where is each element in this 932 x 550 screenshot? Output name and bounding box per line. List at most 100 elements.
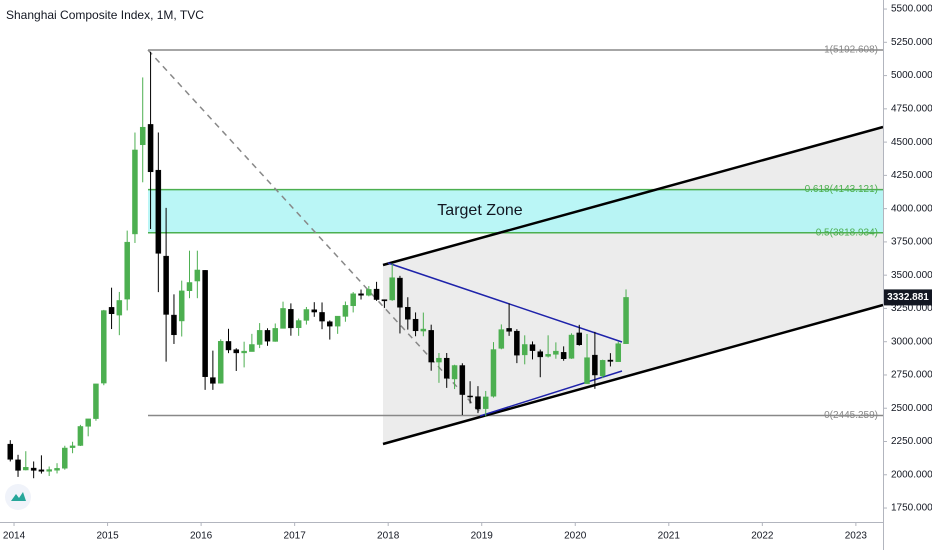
candle-body: [490, 349, 497, 397]
candle-body: [506, 328, 512, 332]
triangle-top: [387, 262, 623, 343]
candle-body: [397, 277, 403, 308]
candle-body: [514, 330, 520, 356]
y-tick-label: 5500.000: [891, 4, 932, 15]
candle-body: [85, 418, 91, 427]
x-tick-label: 2020: [564, 531, 587, 542]
candle-body: [264, 330, 271, 342]
candle-body: [147, 124, 154, 173]
candle-body: [405, 306, 411, 320]
candle-body: [139, 126, 146, 146]
candle-body: [327, 321, 333, 327]
candle-body: [521, 344, 528, 356]
candle-body: [38, 469, 45, 472]
candle-body: [607, 359, 614, 362]
y-tick-label: 2500.000: [891, 403, 932, 414]
x-tick-label: 2018: [377, 531, 400, 542]
candle-body: [280, 308, 286, 329]
candle-body: [7, 443, 14, 460]
candle-body: [194, 269, 201, 282]
candle-body: [498, 329, 505, 349]
target-zone: [148, 189, 883, 233]
zone-label: Target Zone: [437, 202, 522, 219]
y-tick-label: 3000.000: [891, 336, 932, 347]
candle-body: [475, 396, 481, 410]
y-tick-label: 4500.000: [891, 137, 932, 148]
candle-body: [69, 445, 76, 448]
y-tick-label: 3500.000: [891, 270, 932, 281]
candle-body: [210, 377, 216, 384]
logo: [5, 484, 31, 510]
candle-body: [358, 293, 364, 296]
candle-body: [389, 277, 395, 301]
channel-bottom: [382, 303, 884, 446]
candle-body: [46, 469, 52, 472]
candle-body: [584, 357, 590, 384]
candle-body: [225, 341, 232, 351]
x-tick-label: 2015: [96, 531, 119, 542]
candle-body: [241, 350, 247, 354]
candle-body: [116, 300, 123, 316]
candle-body: [560, 352, 567, 359]
candle-body: [451, 365, 458, 380]
candle-body: [342, 305, 349, 317]
trend-dashed: [147, 49, 481, 413]
candle-body: [303, 309, 310, 321]
y-tick-label: 3250.000: [891, 303, 932, 314]
candle-body: [482, 396, 489, 409]
x-tick-label: 2019: [471, 531, 494, 542]
y-tick-label: 4750.000: [891, 103, 932, 114]
candle-body: [599, 360, 606, 377]
candle-body: [443, 357, 450, 379]
candle-body: [537, 351, 544, 358]
candle-body: [288, 309, 294, 329]
x-tick-label: 2023: [845, 531, 868, 542]
candle-body: [249, 344, 255, 352]
candle-body: [381, 299, 388, 302]
y-tick-label: 3750.000: [891, 237, 932, 248]
candle-body: [171, 314, 177, 336]
y-tick-label: 5250.000: [891, 37, 932, 48]
fib-label: 0.618(4143.121): [805, 184, 878, 195]
candle-body: [576, 332, 583, 346]
x-tick-label: 2017: [284, 531, 307, 542]
candle-body: [436, 357, 442, 363]
x-tick-label: 2016: [190, 531, 213, 542]
candle-body: [568, 334, 575, 359]
candle-body: [155, 169, 162, 254]
candle-body: [233, 349, 240, 354]
y-tick-label: 2750.000: [891, 370, 932, 381]
y-tick-label: 5000.000: [891, 70, 932, 81]
y-tick-label: 1750.000: [891, 503, 932, 514]
candle-body: [319, 312, 325, 322]
candle-body: [459, 365, 466, 395]
candle-body: [623, 297, 629, 344]
candle-body: [202, 270, 208, 377]
y-tick-label: 4000.000: [891, 203, 932, 214]
fib-label: 0.5(3818.934): [816, 227, 878, 238]
candle-body: [529, 344, 536, 351]
candle-body: [373, 288, 380, 300]
candle-body: [54, 468, 60, 471]
candle-body: [23, 467, 29, 471]
candle-body: [163, 255, 169, 315]
candle-body: [366, 289, 372, 296]
x-tick-label: 2014: [3, 531, 26, 542]
candle-body: [15, 459, 21, 471]
fib-label: 1(5192.608): [824, 45, 878, 56]
candle-body: [30, 467, 37, 471]
candle-body: [256, 330, 263, 345]
y-tick-label: 2250.000: [891, 436, 932, 447]
candle-body: [428, 330, 434, 363]
candle-body: [615, 343, 622, 362]
candle-body: [311, 309, 318, 313]
candle-body: [124, 241, 130, 300]
candle-body: [467, 395, 473, 398]
candle-body: [295, 320, 302, 328]
candle-body: [545, 354, 551, 357]
candle-body: [186, 282, 193, 291]
candle-body: [412, 318, 419, 332]
x-tick-label: 2022: [751, 531, 774, 542]
channel-top: [382, 125, 884, 267]
